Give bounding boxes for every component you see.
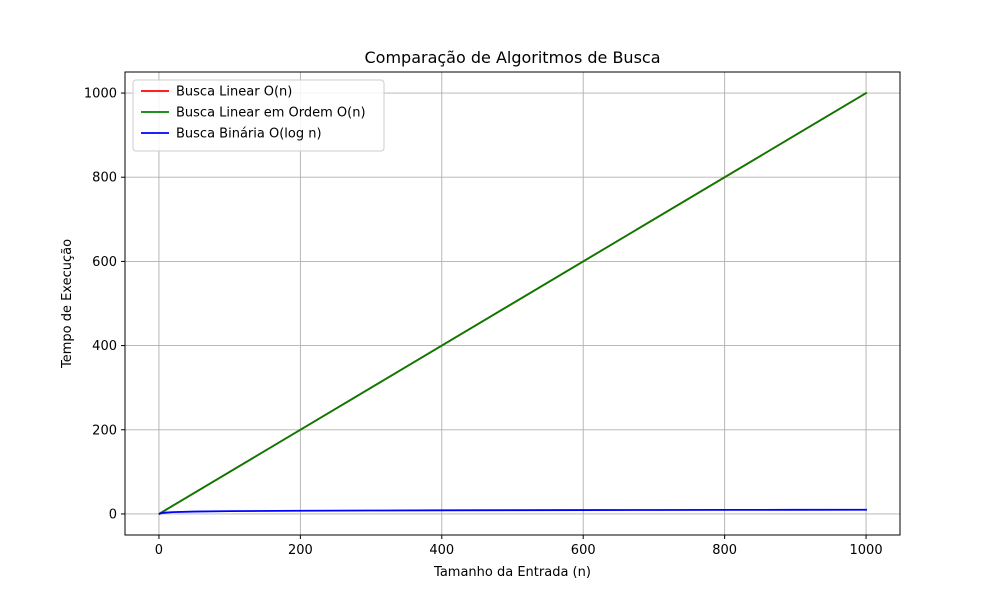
- x-tick-label: 1000: [850, 543, 883, 558]
- tick-layer: 0 200 400 600 800 1000 0 200 400 600 800 1000: [84, 87, 883, 558]
- x-tick-label: 400: [429, 543, 454, 558]
- legend-label-2: Busca Linear em Ordem O(n): [176, 106, 366, 121]
- y-tick-label: 0: [109, 507, 117, 522]
- series-layer: [158, 91, 868, 516]
- legend: Busca Linear O(n) Busca Linear em Ordem O…: [132, 79, 385, 152]
- y-tick-label: 200: [92, 423, 117, 438]
- y-axis-label: Tempo de Execução: [60, 239, 75, 369]
- y-tick-label: 400: [92, 339, 117, 354]
- y-tick-label: 1000: [84, 87, 117, 102]
- legend-label-3: Busca Binária O(log n): [176, 127, 322, 142]
- x-tick-label: 200: [288, 543, 313, 558]
- plot-frame: [124, 71, 901, 536]
- y-tick-label: 600: [92, 255, 117, 270]
- x-tick-label: 600: [571, 543, 596, 558]
- series-line-2: [158, 91, 868, 515]
- x-tick-label: 800: [712, 543, 737, 558]
- y-tick-label: 800: [92, 171, 117, 186]
- x-tick-label: 0: [155, 543, 163, 558]
- series-line-3: [158, 508, 867, 516]
- chart-title: Comparação de Algoritmos de Busca: [364, 48, 660, 67]
- x-axis-label: Tamanho da Entrada (n): [433, 565, 591, 580]
- legend-label-1: Busca Linear O(n): [176, 85, 292, 100]
- legend-box: [132, 79, 385, 152]
